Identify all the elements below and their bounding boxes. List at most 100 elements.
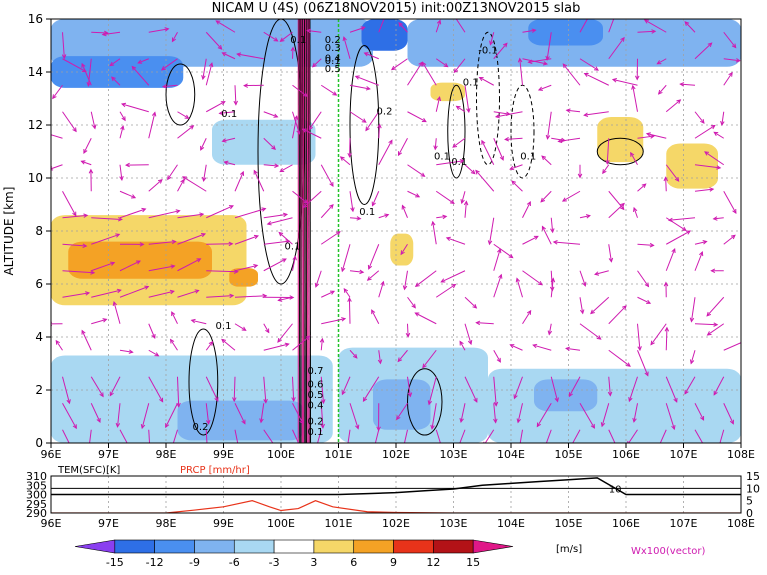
wind-vector-head xyxy=(741,340,745,343)
wind-vector-head xyxy=(72,211,77,217)
wind-vector xyxy=(292,403,304,424)
wind-vector xyxy=(378,350,381,364)
wind-vector-head xyxy=(96,417,101,423)
contour-label: 0.2 xyxy=(193,422,209,433)
wind-vector-head xyxy=(402,285,408,291)
wind-vector xyxy=(62,243,87,247)
wind-vector-head xyxy=(120,102,127,108)
wind-vector xyxy=(665,376,678,403)
contour-loop xyxy=(188,328,219,436)
wind-vector xyxy=(292,256,296,271)
wind-vector-head xyxy=(279,167,285,173)
sub-left-tick-label: 300 xyxy=(26,489,47,502)
colorbar-unit: [m/s] xyxy=(556,544,582,555)
wind-vector xyxy=(234,171,244,192)
wind-vector-head xyxy=(582,281,587,287)
wind-vector-head xyxy=(201,75,206,81)
main-grid xyxy=(51,19,741,443)
wind-vector-head xyxy=(140,424,146,430)
sub-x-tick-label: 107E xyxy=(670,517,698,530)
wind-vector-head xyxy=(515,277,521,283)
wind-vector-head xyxy=(253,263,259,269)
wind-vector xyxy=(464,376,478,403)
wind-vector xyxy=(403,429,408,443)
wind-vector xyxy=(505,137,523,140)
colorbar-tick-label: -6 xyxy=(229,556,240,569)
wind-vector-head xyxy=(165,423,170,429)
wind-vector xyxy=(367,270,380,281)
wind-vector-head xyxy=(614,10,617,14)
wind-vector xyxy=(397,349,408,362)
wind-vector xyxy=(363,376,380,402)
wind-vector xyxy=(148,179,163,192)
wind-vector xyxy=(434,138,437,150)
wind-vector xyxy=(62,32,65,59)
wind-vector-head xyxy=(509,165,515,171)
wind-vector xyxy=(590,296,610,314)
wind-vector-head xyxy=(713,390,718,396)
wind-vector xyxy=(378,281,384,298)
wind-vector xyxy=(219,111,236,114)
wind-vector-head xyxy=(583,72,589,78)
wind-vector xyxy=(234,208,266,219)
wind-vector-head xyxy=(341,317,347,322)
wind-vector xyxy=(292,84,308,97)
wind-vector-head xyxy=(689,317,695,323)
wind-vector xyxy=(205,376,219,402)
wind-vector xyxy=(205,63,213,86)
wind-vector-head xyxy=(236,52,242,57)
wind-vector-head xyxy=(646,299,652,304)
wind-vector xyxy=(206,295,234,298)
wind-vector-head xyxy=(585,214,591,219)
x-tick-label: 97E xyxy=(98,448,119,461)
wind-vector xyxy=(713,217,724,220)
wind-vector-head xyxy=(196,258,202,263)
wind-vector xyxy=(566,109,581,113)
wind-vector-head xyxy=(504,136,510,142)
wind-vector xyxy=(432,221,437,245)
wind-vector-head xyxy=(550,228,555,234)
wind-vector-head xyxy=(83,148,88,154)
wind-vector xyxy=(347,429,351,443)
wind-vector-head xyxy=(686,230,692,235)
wind-vector xyxy=(694,323,718,326)
legend-prcp: PRCP [mm/hr] xyxy=(180,465,250,476)
wind-vector xyxy=(263,164,279,167)
wind-vector-head xyxy=(545,55,550,61)
wind-vector-head xyxy=(301,128,307,133)
wind-vector-head xyxy=(401,204,406,210)
wind-vector-head xyxy=(208,340,214,346)
wind-vector-head xyxy=(414,312,420,317)
wind-vector-head xyxy=(85,291,91,296)
wind-vector-head xyxy=(541,225,546,231)
wind-vector-head xyxy=(421,118,427,123)
wind-vector-head xyxy=(663,176,669,182)
wind-vector-head xyxy=(455,105,461,111)
wind-vector-head xyxy=(253,234,259,240)
wind-vector-head xyxy=(452,143,458,148)
wind-vector xyxy=(584,111,609,116)
contour-label: 0.2 xyxy=(377,106,393,117)
wind-vector-head xyxy=(632,417,637,423)
contour-label: 0.5 xyxy=(325,64,341,75)
wind-vector-head xyxy=(86,81,91,87)
wind-vector-head xyxy=(115,233,121,238)
wind-vector-head xyxy=(362,397,368,402)
wind-vector xyxy=(87,58,92,86)
wind-vector xyxy=(665,99,681,113)
wind-vector xyxy=(608,376,611,396)
wind-vector xyxy=(632,85,638,112)
wind-vector xyxy=(579,19,588,33)
wind-vector-head xyxy=(536,422,541,428)
wind-vector-head xyxy=(109,61,115,67)
wind-vector xyxy=(612,79,638,86)
wind-vector xyxy=(307,29,322,33)
wind-vector xyxy=(684,21,696,33)
wind-vector xyxy=(546,32,552,60)
wind-vector xyxy=(372,191,380,206)
wind-vector-head xyxy=(729,419,734,425)
wind-vector xyxy=(723,72,733,86)
wind-vector-head xyxy=(590,309,595,315)
contour-label: 0.4 xyxy=(325,53,341,64)
wind-vector-head xyxy=(554,397,559,403)
